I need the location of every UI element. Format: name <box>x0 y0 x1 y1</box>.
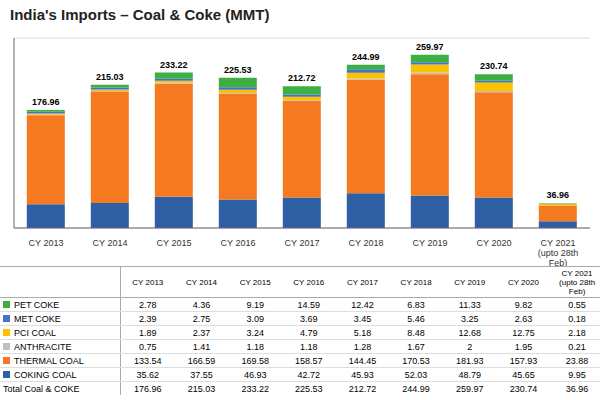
html-text:8.48: 8.48 <box>407 327 425 338</box>
html-text:157.93: 157.93 <box>509 355 538 366</box>
html-text:230.74: 230.74 <box>509 383 538 394</box>
html-text:CY 2021 (upto 28th Feb): CY 2021 (upto 28th Feb) <box>559 268 596 296</box>
svg-text:36.96: 36.96 <box>547 190 570 200</box>
html-text:36.96: 36.96 <box>565 383 589 394</box>
svg-text:215.03: 215.03 <box>96 72 124 82</box>
html-text:CY 2016: CY 2016 <box>293 277 325 287</box>
html-text:COKING COAL: COKING COAL <box>14 369 77 380</box>
html-text:48.79: 48.79 <box>458 369 481 380</box>
svg-text:CY 2019: CY 2019 <box>413 238 448 248</box>
html-text:176.96: 176.96 <box>134 383 162 394</box>
svg-text:244.99: 244.99 <box>352 52 380 62</box>
html-text:5.18: 5.18 <box>353 327 372 338</box>
html-text:4.36: 4.36 <box>192 299 211 310</box>
html-text:2: 2 <box>467 341 473 352</box>
html-text:9.95: 9.95 <box>568 369 586 380</box>
html-text:ANTHRACITE: ANTHRACITE <box>14 341 72 352</box>
svg-text:CY 2020: CY 2020 <box>477 238 512 248</box>
html-text:42.72: 42.72 <box>297 369 321 380</box>
html-text:3.45: 3.45 <box>353 313 372 324</box>
html-text:12.42: 12.42 <box>351 299 374 310</box>
html-text:1.28: 1.28 <box>353 341 372 352</box>
html-text:6.83: 6.83 <box>407 299 425 310</box>
svg-text:230.74: 230.74 <box>480 61 508 71</box>
html-text:0.21: 0.21 <box>568 341 586 352</box>
html-text:45.93: 45.93 <box>351 369 374 380</box>
html-text:212.72: 212.72 <box>348 383 377 394</box>
html-text:CY 2020: CY 2020 <box>507 277 539 287</box>
html-text:3.24: 3.24 <box>246 327 264 338</box>
html-text:1.89: 1.89 <box>139 327 157 338</box>
html-text:CY 2017: CY 2017 <box>347 277 378 287</box>
html-text:1.18: 1.18 <box>246 341 264 352</box>
svg-text:225.53: 225.53 <box>224 65 252 75</box>
svg-text:CY 2017: CY 2017 <box>285 238 320 248</box>
html-text:0.18: 0.18 <box>568 313 586 324</box>
html-text:CY 2019: CY 2019 <box>454 277 486 287</box>
html-text:259.97: 259.97 <box>456 383 484 394</box>
html-text:52.03: 52.03 <box>404 369 428 380</box>
svg-text:212.72: 212.72 <box>288 73 316 83</box>
svg-text:259.97: 259.97 <box>416 42 444 52</box>
html-text:170.53: 170.53 <box>402 355 430 366</box>
html-text:181.93: 181.93 <box>456 355 484 366</box>
html-text:169.58: 169.58 <box>241 355 269 366</box>
svg-text:CY 2013: CY 2013 <box>29 238 64 248</box>
html-text:5.46: 5.46 <box>407 313 425 324</box>
html-text:India's Imports – Coal & Coke: India's Imports – Coal & Coke (MMT) <box>10 6 270 23</box>
html-text:225.53: 225.53 <box>295 383 323 394</box>
html-text:CY 2013: CY 2013 <box>132 277 164 287</box>
html-text:1.18: 1.18 <box>300 341 318 352</box>
html-text:158.57: 158.57 <box>295 355 323 366</box>
html-text:144.45: 144.45 <box>348 355 377 366</box>
svg-text:233.22: 233.22 <box>160 60 188 70</box>
html-text:12.68: 12.68 <box>458 327 481 338</box>
html-text:0.55: 0.55 <box>568 299 586 310</box>
html-text:2.37: 2.37 <box>192 327 211 338</box>
html-text:1.67: 1.67 <box>407 341 425 352</box>
html-text:CY 2014: CY 2014 <box>186 277 217 287</box>
svg-text:CY 2021(upto 28thFeb): CY 2021(upto 28thFeb) <box>538 238 579 266</box>
html-text:12.75: 12.75 <box>512 327 535 338</box>
html-text:1.95: 1.95 <box>514 341 533 352</box>
html-text:PET COKE: PET COKE <box>14 299 60 310</box>
html-text:2.18: 2.18 <box>568 327 586 338</box>
svg-text:CY 2018: CY 2018 <box>349 238 384 248</box>
svg-text:CY 2014: CY 2014 <box>93 238 128 248</box>
html-text:2.78: 2.78 <box>139 299 157 310</box>
html-text:233.22: 233.22 <box>241 383 269 394</box>
svg-text:CY 2016: CY 2016 <box>221 238 256 248</box>
html-text:9.19: 9.19 <box>246 299 264 310</box>
html-text:133.54: 133.54 <box>134 355 162 366</box>
html-text:2.75: 2.75 <box>192 313 211 324</box>
html-text:2.63: 2.63 <box>514 313 533 324</box>
html-text:1.41: 1.41 <box>192 341 211 352</box>
html-text:45.65: 45.65 <box>512 369 535 380</box>
html-text:3.25: 3.25 <box>461 313 479 324</box>
html-text:14.59: 14.59 <box>297 299 321 310</box>
html-text:0.75: 0.75 <box>139 341 157 352</box>
html-text:2.39: 2.39 <box>139 313 157 324</box>
html-text:23.88: 23.88 <box>565 355 589 366</box>
html-text:9.82: 9.82 <box>514 299 533 310</box>
html-text:3.69: 3.69 <box>300 313 318 324</box>
html-text:166.59: 166.59 <box>187 355 216 366</box>
html-text:CY 2015: CY 2015 <box>239 277 271 287</box>
html-text:11.33: 11.33 <box>458 299 481 310</box>
svg-text:176.96: 176.96 <box>32 97 60 107</box>
html-text:MET COKE: MET COKE <box>14 313 61 324</box>
html-text:PCI COAL: PCI COAL <box>14 327 56 338</box>
html-text:35.62: 35.62 <box>136 369 160 380</box>
html-text:Total Coal & COKE: Total Coal & COKE <box>3 383 80 394</box>
html-text:3.09: 3.09 <box>246 313 264 324</box>
html-text:4.79: 4.79 <box>300 327 318 338</box>
html-text:THERMAL COAL: THERMAL COAL <box>14 355 84 366</box>
html-text:46.93: 46.93 <box>243 369 267 380</box>
html-text:244.99: 244.99 <box>402 383 430 394</box>
svg-text:CY 2015: CY 2015 <box>157 238 192 248</box>
html-text:CY 2018: CY 2018 <box>400 277 432 287</box>
html-text:37.55: 37.55 <box>190 369 213 380</box>
html-text:215.03: 215.03 <box>187 383 216 394</box>
